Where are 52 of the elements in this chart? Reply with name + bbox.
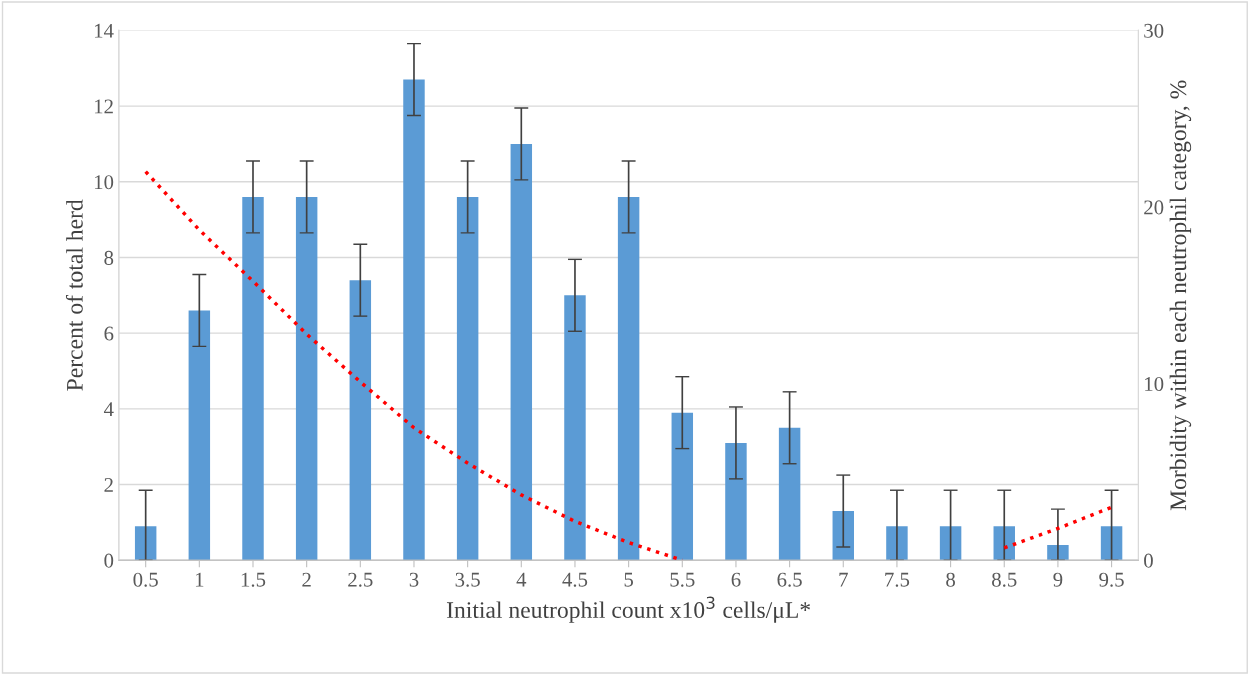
x-tick-label: 9 <box>1053 572 1063 587</box>
x-tick-label: 0.5 <box>133 572 158 587</box>
x-tick-label: 8 <box>946 572 956 587</box>
x-tick-label: 1 <box>195 572 204 587</box>
bar <box>295 196 318 561</box>
bar <box>456 196 479 561</box>
y-tick-label: 8 <box>104 250 114 265</box>
y2-tick-label: 30 <box>1144 23 1164 38</box>
bar <box>617 196 640 561</box>
x-tick-label: 7.5 <box>885 572 910 587</box>
bar <box>564 295 586 561</box>
bar <box>242 196 264 561</box>
bar <box>832 511 855 561</box>
bar <box>349 280 372 561</box>
bar <box>725 442 747 561</box>
x-tick-label: 4 <box>516 572 527 587</box>
bar <box>939 526 962 561</box>
y2-tick-label: 10 <box>1145 377 1164 392</box>
y-tick-label: 14 <box>94 23 114 38</box>
y-tick-label: 0 <box>104 553 114 568</box>
y-tick-label: 10 <box>94 175 114 190</box>
x-tick-label: 1.5 <box>241 572 266 587</box>
bar <box>510 143 533 561</box>
y2-tick-label: 0 <box>1144 553 1153 568</box>
y2-axis-title: Morbidity within each neutrophil category, % <box>1169 80 1192 511</box>
x-tick-label: 3.5 <box>455 572 480 587</box>
x-tick-label: 5 <box>624 572 634 587</box>
x-tick-label: 7 <box>839 572 848 587</box>
bar <box>671 412 694 561</box>
y2-tick-label: 20 <box>1144 200 1164 215</box>
bar <box>1100 526 1123 561</box>
x-tick-label: 2 <box>302 572 311 587</box>
x-tick-label: 3 <box>409 572 419 587</box>
bar <box>778 427 801 561</box>
x-tick-label: 6.5 <box>777 572 802 587</box>
x-tick-label: 5.5 <box>670 572 695 587</box>
bar <box>188 310 211 561</box>
bar <box>1047 545 1069 561</box>
x-tick-label: 4.5 <box>562 572 588 587</box>
bar <box>403 79 425 561</box>
bar <box>886 526 908 561</box>
y-tick-label: 2 <box>104 477 113 492</box>
y-tick-label: 6 <box>104 326 114 341</box>
x-tick-label: 9.5 <box>1099 572 1124 587</box>
x-tick-label: 8.5 <box>992 572 1017 587</box>
x-tick-label: 2.5 <box>348 572 373 587</box>
x-axis-title: Initial neutrophil count x10$^{3}$ cells/μL* <box>446 596 811 623</box>
y-tick-label: 12 <box>94 99 113 114</box>
bar <box>134 526 157 561</box>
x-tick-label: 6 <box>731 572 741 587</box>
y-axis-title: Percent of total herd <box>65 199 83 391</box>
y-tick-label: 4 <box>103 402 114 417</box>
